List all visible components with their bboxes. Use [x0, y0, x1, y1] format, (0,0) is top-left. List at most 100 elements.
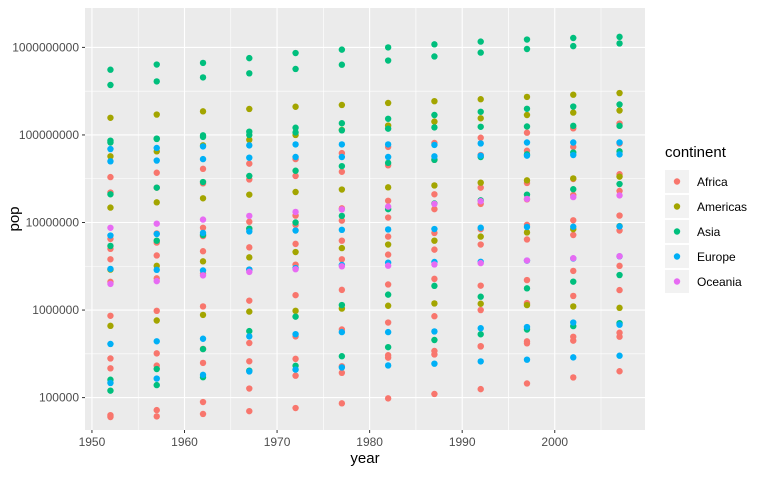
data-point-americas — [431, 182, 438, 189]
data-point-africa — [477, 385, 484, 393]
data-point-asia — [570, 42, 577, 50]
data-point-africa — [431, 275, 438, 283]
data-point-africa — [431, 351, 438, 358]
data-point-europe — [384, 141, 392, 148]
data-point-americas — [570, 303, 577, 310]
data-point-americas — [292, 188, 299, 196]
data-point-americas — [570, 175, 577, 182]
data-point-europe — [477, 140, 484, 147]
data-point-africa — [246, 339, 253, 347]
data-point-africa — [616, 262, 623, 270]
legend-dot-europe — [673, 253, 681, 260]
data-point-asia — [477, 49, 484, 56]
data-point-europe — [523, 356, 531, 363]
data-point-africa — [338, 256, 346, 263]
data-point-africa — [523, 340, 531, 347]
data-point-asia — [523, 285, 531, 292]
data-point-europe — [199, 335, 207, 342]
legend-label-asia: Asia — [697, 225, 721, 239]
data-point-asia — [107, 242, 114, 250]
data-point-oceania — [384, 262, 392, 269]
data-point-europe — [153, 375, 160, 382]
data-point-europe — [246, 142, 253, 149]
data-point-africa — [153, 406, 160, 414]
data-point-europe — [107, 232, 114, 239]
y-axis-title: pop — [6, 206, 23, 231]
legend-title: continent — [665, 144, 727, 161]
legend-dot-africa — [673, 178, 681, 185]
data-point-americas — [338, 101, 346, 109]
data-point-asia — [384, 44, 392, 51]
data-point-americas — [477, 300, 484, 307]
data-point-africa — [477, 343, 484, 350]
data-point-americas — [338, 244, 346, 252]
data-point-europe — [616, 223, 623, 230]
data-point-europe — [338, 328, 346, 336]
data-point-asia — [199, 345, 207, 353]
data-point-asia — [431, 282, 438, 290]
x-tick-label: 2000 — [541, 435, 568, 449]
data-point-europe — [292, 366, 299, 373]
data-point-europe — [523, 139, 531, 146]
data-point-europe — [292, 330, 299, 338]
data-point-europe — [384, 328, 392, 336]
data-point-africa — [292, 240, 299, 248]
data-point-europe — [570, 319, 577, 326]
data-point-africa — [246, 407, 253, 415]
data-point-africa — [384, 233, 392, 240]
data-point-asia — [338, 162, 346, 170]
data-point-americas — [616, 107, 623, 114]
data-point-africa — [523, 236, 531, 243]
x-tick-label: 1970 — [264, 435, 291, 449]
panel-background — [85, 8, 645, 430]
data-point-asia — [199, 59, 207, 67]
data-point-europe — [292, 227, 299, 234]
legend-dot-asia — [673, 228, 681, 235]
data-point-europe — [199, 143, 207, 150]
data-point-americas — [523, 111, 531, 119]
data-point-asia — [570, 34, 577, 42]
data-point-asia — [338, 127, 346, 134]
data-point-oceania — [431, 261, 438, 268]
data-point-asia — [523, 36, 531, 43]
data-point-europe — [107, 145, 114, 153]
data-point-africa — [107, 256, 114, 263]
legend-label-africa: Africa — [697, 175, 728, 189]
data-point-americas — [523, 229, 531, 236]
data-point-asia — [477, 331, 484, 338]
data-point-europe — [616, 321, 623, 328]
data-point-asia — [246, 70, 253, 77]
data-point-asia — [431, 41, 438, 48]
legend-label-europe: Europe — [697, 250, 736, 264]
data-point-asia — [199, 74, 207, 81]
data-point-europe — [199, 229, 207, 237]
data-point-americas — [246, 191, 253, 198]
data-point-africa — [384, 395, 392, 402]
data-point-asia — [107, 191, 114, 198]
data-point-americas — [384, 99, 392, 107]
data-point-africa — [616, 333, 623, 340]
data-point-asia — [338, 120, 346, 127]
data-point-europe — [431, 153, 438, 160]
data-point-africa — [107, 355, 114, 362]
data-point-asia — [338, 61, 346, 68]
data-point-europe — [523, 323, 531, 331]
data-point-asia — [616, 33, 623, 41]
data-point-asia — [384, 125, 392, 132]
data-point-asia — [384, 343, 392, 351]
data-point-europe — [523, 152, 531, 159]
y-tick-label: 100000 — [39, 391, 79, 405]
data-point-oceania — [292, 265, 299, 273]
data-point-asia — [570, 186, 577, 193]
data-point-asia — [338, 301, 346, 309]
data-point-africa — [199, 410, 207, 418]
data-point-oceania — [153, 220, 160, 227]
data-point-asia — [153, 365, 160, 373]
data-point-americas — [246, 254, 253, 261]
data-point-asia — [153, 381, 160, 389]
x-tick-label: 1980 — [356, 435, 383, 449]
data-point-europe — [246, 154, 253, 161]
data-point-asia — [616, 40, 623, 47]
data-point-oceania — [338, 263, 346, 270]
